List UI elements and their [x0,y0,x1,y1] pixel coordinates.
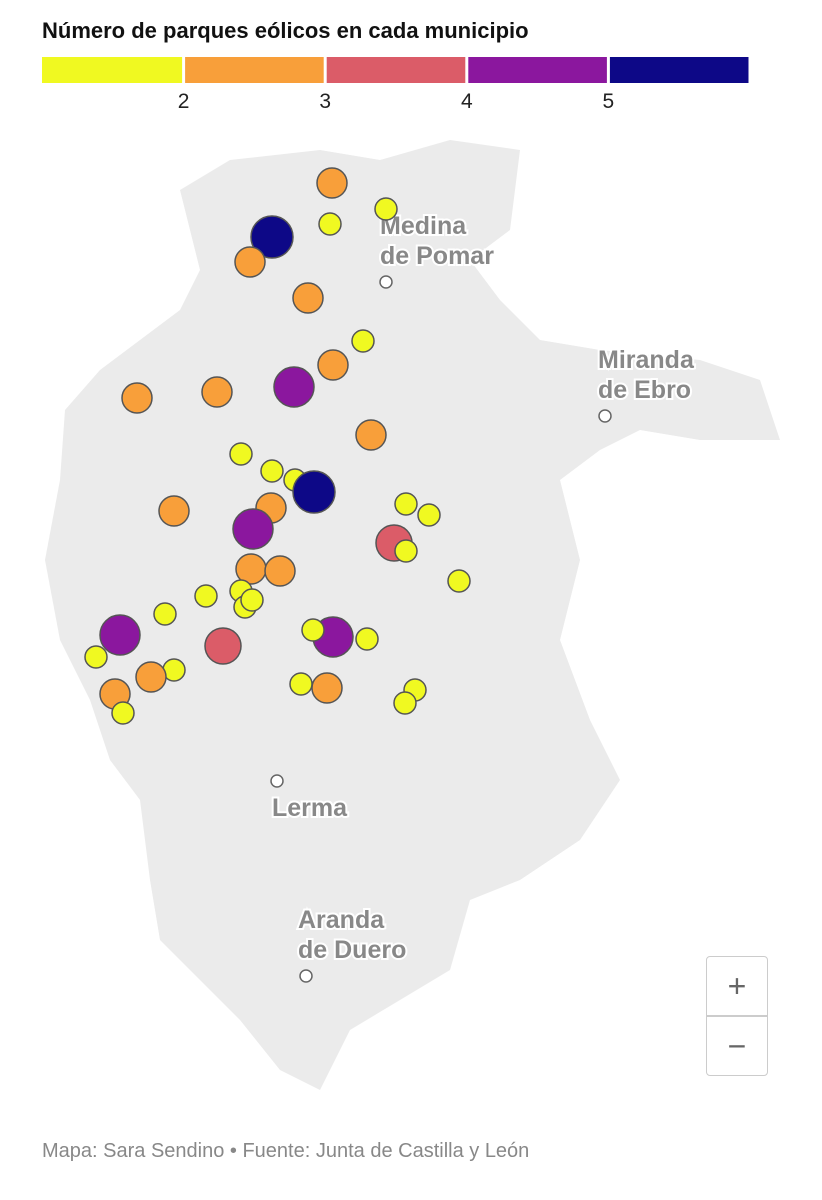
wind-farm-marker [289,672,313,696]
place-label: Aranda [298,906,385,934]
wind-farm-marker [417,503,441,527]
legend-tick: 3 [319,90,331,113]
wind-farm-marker [311,672,343,704]
legend-swatch [468,57,607,83]
wind-farm-marker [393,691,417,715]
wind-farm-marker [292,470,336,514]
wind-farm-marker [234,246,266,278]
wind-farm-marker [351,329,375,353]
wind-farm-marker [240,588,264,612]
place-dot [379,275,393,289]
province-shape [45,140,780,1090]
wind-farm-marker [99,614,141,656]
wind-farm-marker [301,618,325,642]
wind-farm-marker [318,212,342,236]
wind-farm-marker [250,215,294,259]
wind-farm-marker [316,167,348,199]
legend-tick: 5 [603,90,615,113]
wind-farm-marker [232,508,274,550]
wind-farm-marker [292,282,324,314]
wind-farm-marker [153,602,177,626]
wind-farm-marker [204,627,242,665]
wind-farm-marker [194,584,218,608]
legend-swatch [609,57,749,83]
wind-farm-marker [273,366,315,408]
wind-farm-marker [355,627,379,651]
wind-farm-marker [135,661,167,693]
wind-farm-marker [317,349,349,381]
place-label: de Pomar [380,242,494,270]
legend-swatch [185,57,324,83]
place-label: de Duero [298,936,406,964]
wind-farm-marker [121,382,153,414]
zoom-in[interactable]: + [706,956,768,1016]
legend-tick: 4 [461,90,473,113]
place-label: Miranda [598,346,695,374]
place-label: de Ebro [598,376,691,404]
map-title: Número de parques eólicos en cada munici… [42,18,529,43]
place-dot [299,969,313,983]
wind-farm-marker [447,569,471,593]
wind-farm-marker [394,539,418,563]
wind-farm-marker [355,419,387,451]
wind-farm-marker [260,459,284,483]
zoom-out[interactable]: − [706,1016,768,1076]
legend-swatch [326,57,466,83]
place-label: Lerma [272,794,348,822]
wind-farm-marker [394,492,418,516]
place-dot [598,409,612,423]
wind-farm-marker [229,442,253,466]
wind-farm-marker [111,701,135,725]
wind-farm-marker [264,555,296,587]
legend-tick: 2 [178,90,190,113]
wind-farm-marker [374,197,398,221]
footer: Mapa: Sara Sendino • Fuente: Junta de Ca… [42,1140,530,1162]
legend-swatch [42,57,183,83]
wind-farm-marker [201,376,233,408]
place-dot [270,774,284,788]
wind-farm-marker [158,495,190,527]
wind-farm-marker [84,645,108,669]
